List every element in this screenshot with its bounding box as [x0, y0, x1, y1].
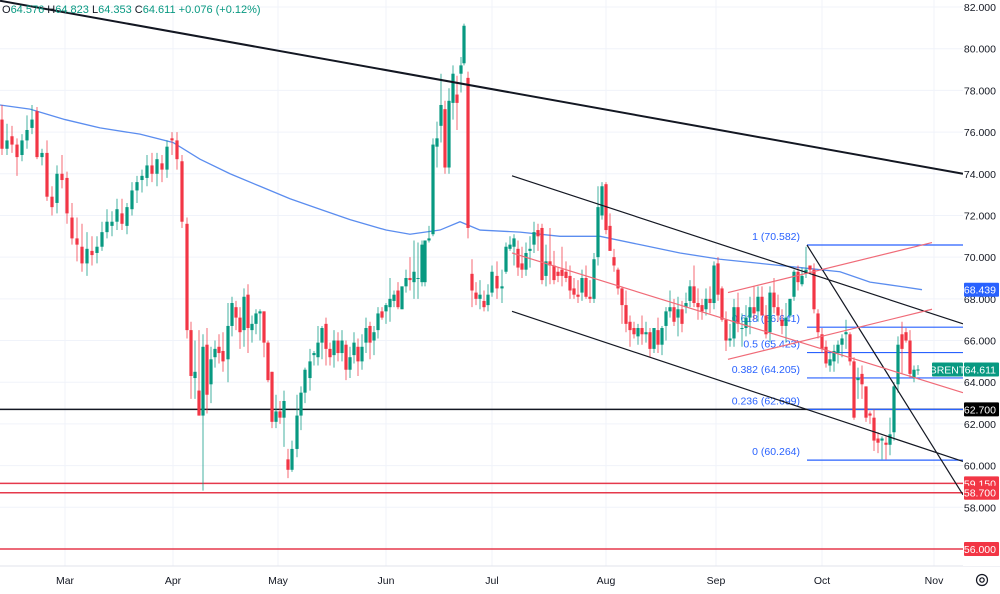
fib-label: 0.382 (64.205) — [732, 364, 800, 376]
price-tag-label: 58.700 — [964, 488, 996, 500]
close-value: 64.611 — [142, 4, 176, 16]
time-tick-label: Mar — [56, 575, 75, 587]
price-tick-label: 72.000 — [964, 210, 996, 222]
moving-average-line — [0, 104, 923, 291]
price-tag-label: 68.439 — [964, 285, 996, 297]
close-label: C — [134, 4, 143, 16]
red-mid-channel-line[interactable] — [511, 252, 964, 394]
high-label: H — [47, 4, 56, 16]
time-tick-label: Jul — [485, 575, 498, 587]
fibonacci-retracement[interactable]: 1 (70.582)0.618 (66.641)0.5 (65.423)0.38… — [732, 231, 963, 461]
price-tick-label: 70.000 — [964, 252, 996, 264]
channel-lower-line[interactable] — [511, 310, 964, 463]
time-tick-label: Sep — [707, 575, 726, 587]
price-tag-label: 56.000 — [964, 544, 996, 556]
low-value: 64.353 — [98, 4, 132, 16]
trend-lines[interactable] — [0, 0, 964, 496]
price-tick-label: 76.000 — [964, 127, 996, 139]
red-rising-lower-line[interactable] — [727, 308, 933, 360]
time-axis[interactable]: Mar Apr May Jun Jul Aug Sep Oct Nov — [56, 575, 944, 587]
high-value: 64.823 — [55, 4, 89, 16]
fib-label: 1 (70.582) — [752, 231, 800, 243]
low-label: L — [91, 4, 99, 16]
candlesticks — [0, 23, 920, 491]
price-tick-label: 62.000 — [964, 419, 996, 431]
open-value: 64.576 — [10, 4, 45, 16]
time-tick-label: Oct — [814, 575, 830, 587]
price-tick-label: 60.000 — [964, 461, 996, 473]
price-tick-label: 74.000 — [964, 169, 996, 181]
long-term-downtrend-line[interactable] — [0, 0, 964, 175]
channel-upper-line[interactable] — [511, 175, 964, 325]
fib-label: 0.236 (62.699) — [732, 395, 800, 407]
change-value: +0.076 (+0.12%) — [178, 4, 261, 16]
price-tick-label: 58.000 — [964, 502, 996, 514]
time-tick-label: Aug — [597, 575, 616, 587]
fib-label: 0 (60.264) — [752, 446, 800, 458]
steep-downtrend-line[interactable] — [806, 244, 964, 496]
price-tags: 68.43964.611BRENT62.70059.15058.70056.00… — [930, 282, 999, 556]
price-tick-label: 80.000 — [964, 44, 996, 56]
price-tick-label: 82.000 — [964, 2, 996, 14]
price-tick-label: 64.000 — [964, 377, 996, 389]
time-tick-label: Nov — [925, 575, 944, 587]
time-tick-label: Jun — [378, 575, 395, 587]
time-tick-label: Apr — [165, 575, 182, 587]
red-rising-upper-line[interactable] — [727, 241, 933, 294]
price-tag-label: 62.700 — [964, 404, 996, 416]
time-tick-label: May — [268, 575, 289, 587]
symbol-tag: BRENT — [930, 364, 966, 376]
gear-icon[interactable] — [975, 573, 989, 587]
price-tag-label: 64.611 — [965, 364, 996, 376]
price-tick-label: 78.000 — [964, 85, 996, 97]
grid-lines — [0, 0, 1000, 567]
price-tick-label: 68.000 — [964, 294, 996, 306]
ohlc-legend: O64.576 H64.823 L64.353 C64.611 +0.076 (… — [2, 4, 261, 16]
open-label: O — [2, 4, 11, 16]
price-tick-label: 66.000 — [964, 336, 996, 348]
horizontal-levels — [0, 408, 963, 550]
